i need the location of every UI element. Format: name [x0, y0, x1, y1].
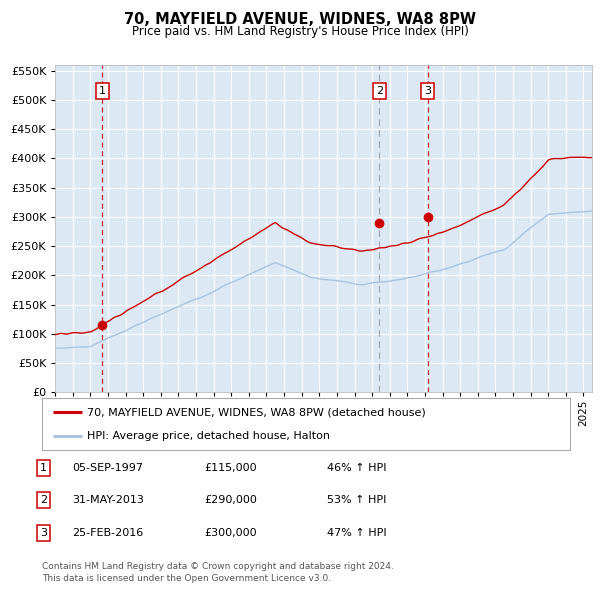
Text: £115,000: £115,000 — [204, 463, 257, 473]
Text: 53% ↑ HPI: 53% ↑ HPI — [327, 495, 386, 505]
Text: Price paid vs. HM Land Registry's House Price Index (HPI): Price paid vs. HM Land Registry's House … — [131, 25, 469, 38]
Text: 1: 1 — [40, 463, 47, 473]
Text: 3: 3 — [40, 528, 47, 538]
Text: 05-SEP-1997: 05-SEP-1997 — [72, 463, 143, 473]
Text: 31-MAY-2013: 31-MAY-2013 — [72, 495, 144, 505]
Text: This data is licensed under the Open Government Licence v3.0.: This data is licensed under the Open Gov… — [42, 574, 331, 583]
Text: 70, MAYFIELD AVENUE, WIDNES, WA8 8PW: 70, MAYFIELD AVENUE, WIDNES, WA8 8PW — [124, 12, 476, 27]
Text: 2: 2 — [376, 86, 383, 96]
Text: £300,000: £300,000 — [204, 528, 257, 538]
Text: £290,000: £290,000 — [204, 495, 257, 505]
Text: 46% ↑ HPI: 46% ↑ HPI — [327, 463, 386, 473]
Text: 3: 3 — [424, 86, 431, 96]
Text: 2: 2 — [40, 495, 47, 505]
Text: HPI: Average price, detached house, Halton: HPI: Average price, detached house, Halt… — [87, 431, 330, 441]
Text: 1: 1 — [99, 86, 106, 96]
Text: Contains HM Land Registry data © Crown copyright and database right 2024.: Contains HM Land Registry data © Crown c… — [42, 562, 394, 571]
Text: 25-FEB-2016: 25-FEB-2016 — [72, 528, 143, 538]
Text: 70, MAYFIELD AVENUE, WIDNES, WA8 8PW (detached house): 70, MAYFIELD AVENUE, WIDNES, WA8 8PW (de… — [87, 407, 425, 417]
Text: 47% ↑ HPI: 47% ↑ HPI — [327, 528, 386, 538]
